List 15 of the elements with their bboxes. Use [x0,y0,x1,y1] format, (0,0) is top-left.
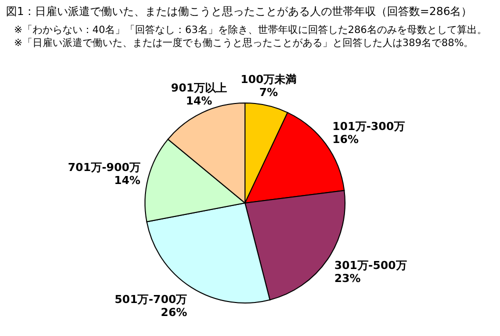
data-label: 14% [186,94,212,108]
data-label: 26% [160,306,188,320]
slice-label: 701万-900万 [68,160,140,174]
slice-label: 101万-300万 [332,120,405,133]
slice-label: 501万-700万 [114,293,188,306]
data-label: 14% [114,174,140,187]
slice-label: 100万未満 [240,72,297,86]
data-label: 7% [259,86,278,99]
chart-title: 図1：日雇い派遣で働いた、または働こうと思ったことがある人の世帯年収（回答数=286名） [6,5,472,18]
text: ※「わからない：40名」「回答なし：63名」を除き、世帯年収に回答した286名のみを母数として算出。 [14,24,487,36]
text: ※「日雇い派遣で働いた、または一度でも働こうと思ったことがある」と回答した人は389名で88%。 [14,37,474,49]
data-label: 16% [332,132,359,146]
data-label: 23% [334,272,361,285]
slice-label: 901万以上 [171,82,227,95]
slice-label: 301万-500万 [334,258,407,272]
